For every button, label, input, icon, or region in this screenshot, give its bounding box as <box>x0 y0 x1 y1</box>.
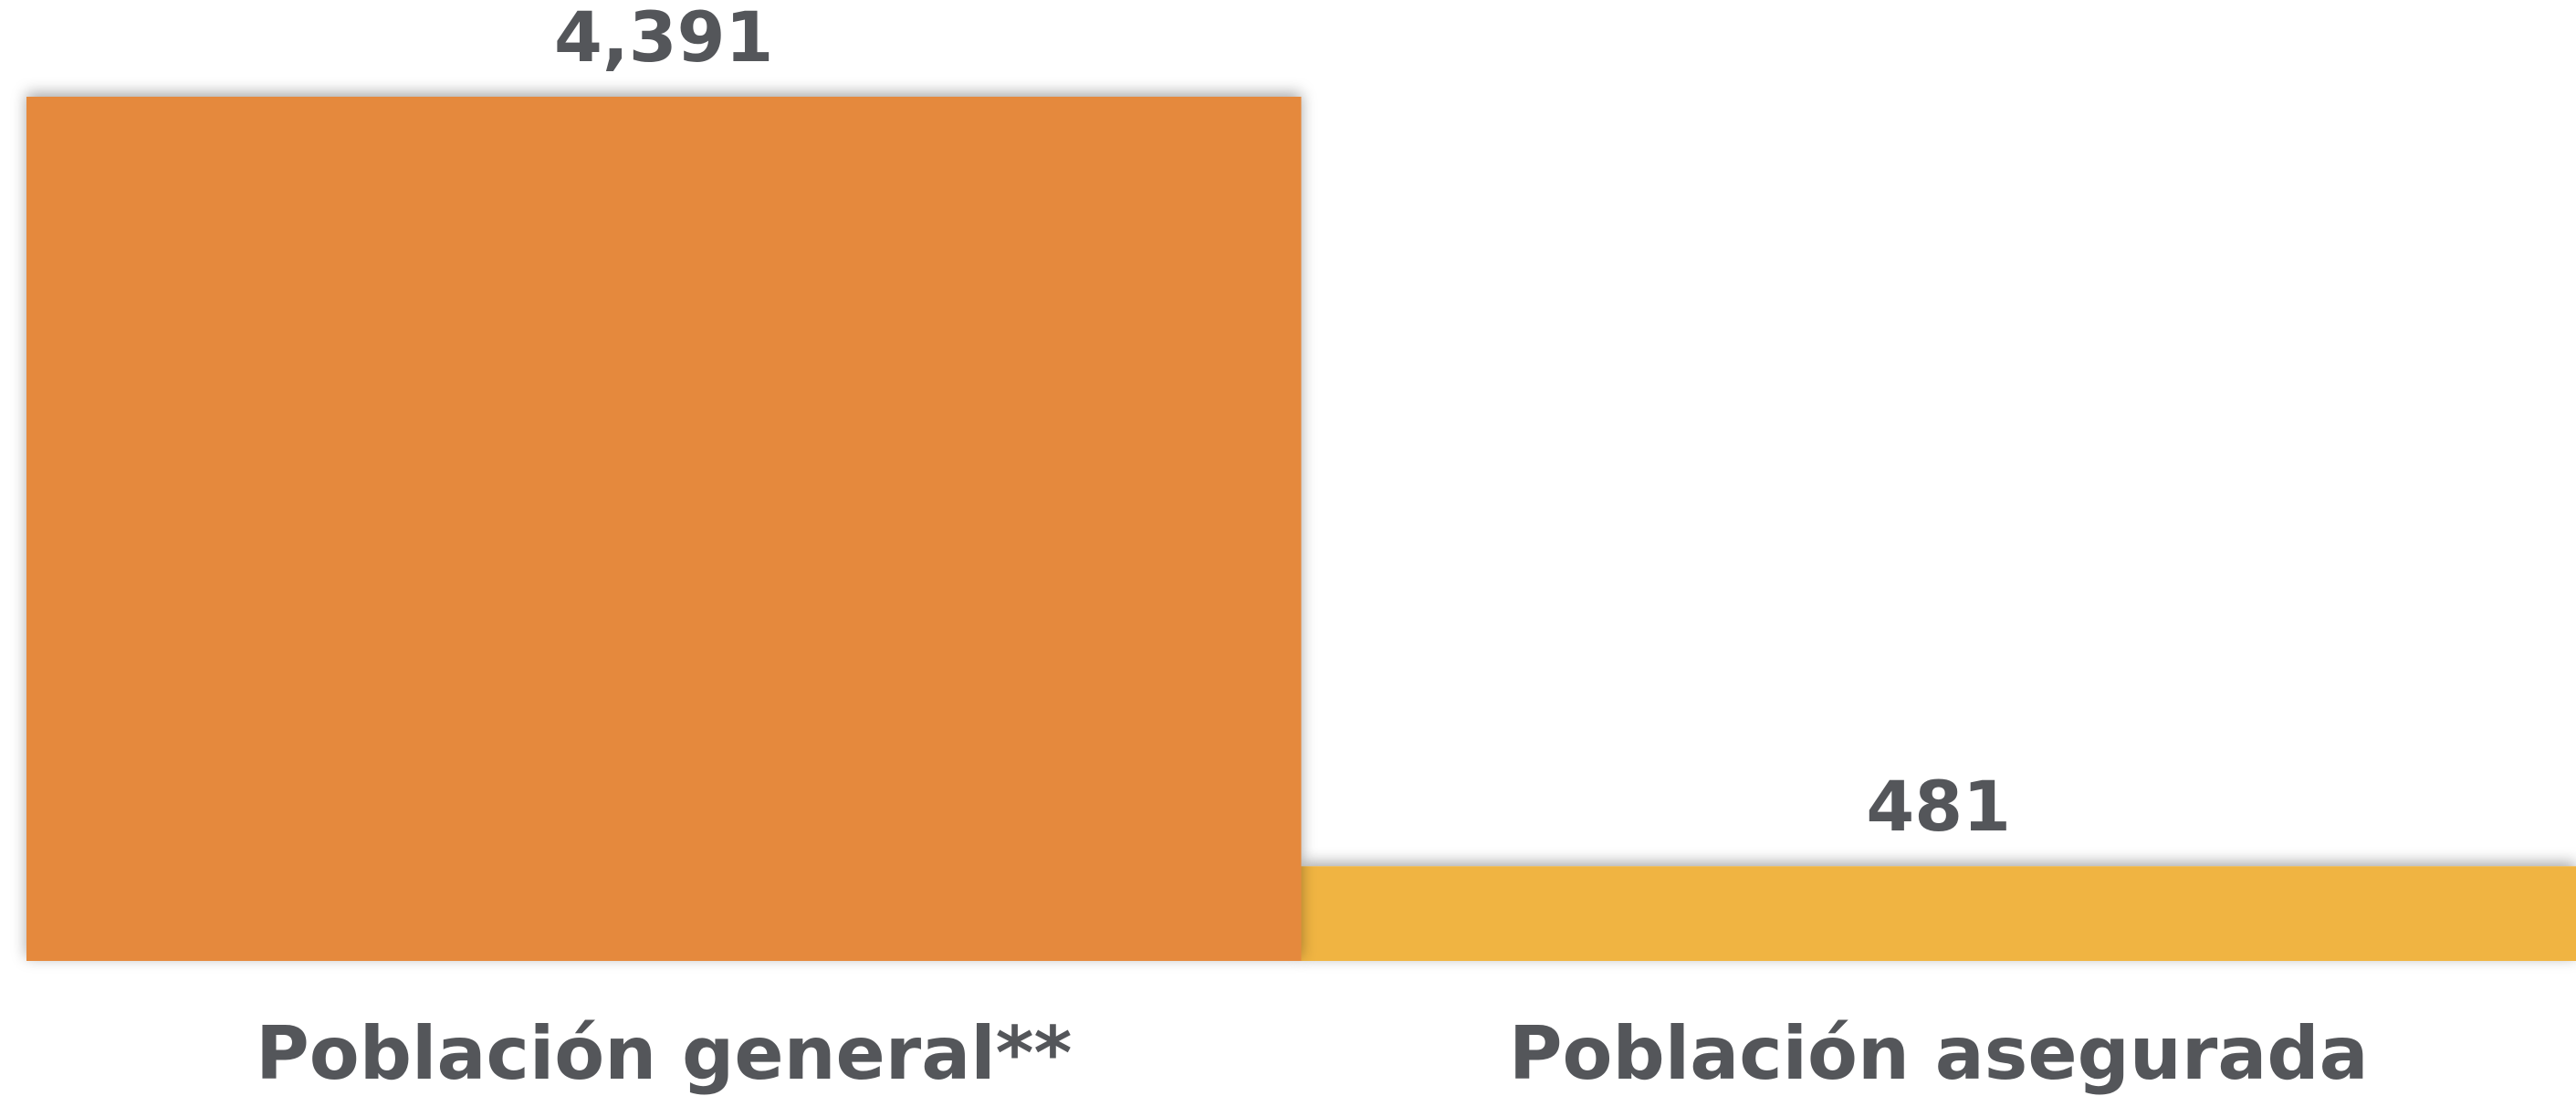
bars <box>26 97 2576 961</box>
x-tick-label: Población asegurada <box>1509 1011 2369 1096</box>
x-tick-label: Población general** <box>256 1011 1072 1096</box>
labels: 481 Población asegurada 4,391 Población gen… <box>256 0 2368 1096</box>
bar <box>1301 866 2576 961</box>
value-label: 4,391 <box>554 0 773 78</box>
value-label: 481 <box>1866 766 2011 847</box>
bar <box>26 97 1302 961</box>
